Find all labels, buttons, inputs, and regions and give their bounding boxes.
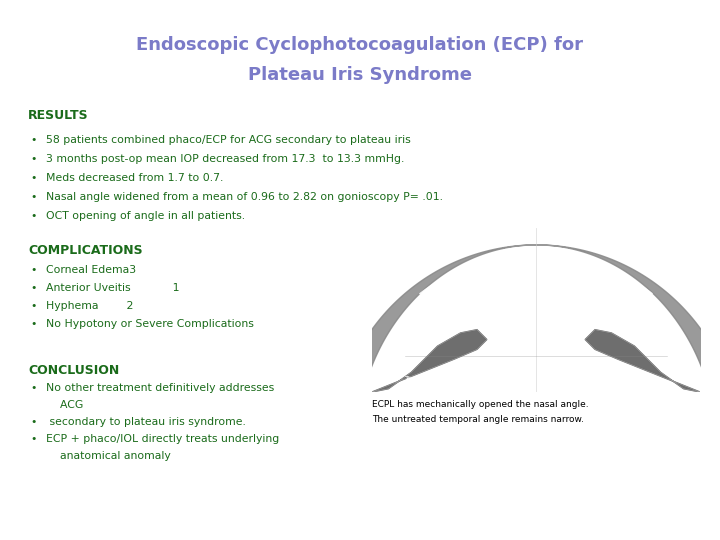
Text: OCT opening of angle in all patients.: OCT opening of angle in all patients. (46, 211, 245, 221)
Text: RESULTS: RESULTS (28, 109, 89, 122)
Text: The untreated temporal angle remains narrow.: The untreated temporal angle remains nar… (372, 415, 584, 424)
Text: ECP + phaco/IOL directly treats underlying: ECP + phaco/IOL directly treats underlyi… (46, 434, 279, 444)
Text: COMPLICATIONS: COMPLICATIONS (28, 244, 143, 256)
Text: •: • (30, 135, 37, 145)
Text: No other treatment definitively addresses: No other treatment definitively addresse… (46, 383, 274, 393)
Text: 3 months post-op mean IOP decreased from 17.3  to 13.3 mmHg.: 3 months post-op mean IOP decreased from… (46, 154, 405, 164)
Polygon shape (585, 330, 700, 392)
Text: Corneal Edema3: Corneal Edema3 (46, 265, 136, 275)
Text: Nasal Angle: Nasal Angle (620, 376, 662, 382)
Text: •: • (30, 173, 37, 183)
Text: Temporal Angle: Temporal Angle (404, 376, 458, 382)
Text: •: • (30, 301, 37, 311)
Text: Anterior Uveitis            1: Anterior Uveitis 1 (46, 283, 179, 293)
Text: Meds decreased from 1.7 to 0.7.: Meds decreased from 1.7 to 0.7. (46, 173, 223, 183)
Polygon shape (372, 330, 487, 392)
Text: Nasal angle widened from a mean of 0.96 to 2.82 on gonioscopy P= .01.: Nasal angle widened from a mean of 0.96 … (46, 192, 443, 202)
Text: •: • (30, 434, 37, 444)
Text: •: • (30, 265, 37, 275)
Text: •: • (30, 383, 37, 393)
Text: Plateau Iris Syndrome: Plateau Iris Syndrome (248, 66, 472, 84)
Text: 58 patients combined phaco/ECP for ACG secondary to plateau iris: 58 patients combined phaco/ECP for ACG s… (46, 135, 410, 145)
Text: •: • (30, 154, 37, 164)
Text: •: • (30, 192, 37, 202)
Text: Hyphema        2: Hyphema 2 (46, 301, 133, 311)
Text: ECPL has mechanically opened the nasal angle.: ECPL has mechanically opened the nasal a… (372, 400, 589, 409)
Text: •: • (30, 211, 37, 221)
Text: anatomical anomaly: anatomical anomaly (46, 451, 171, 461)
Text: •: • (30, 417, 37, 427)
Text: CONCLUSION: CONCLUSION (28, 363, 120, 376)
Text: Endoscopic Cyclophotocoagulation (ECP) for: Endoscopic Cyclophotocoagulation (ECP) f… (137, 36, 583, 54)
Text: •: • (30, 283, 37, 293)
Text: ACG: ACG (46, 400, 84, 410)
Text: •: • (30, 319, 37, 329)
Text: No Hypotony or Severe Complications: No Hypotony or Severe Complications (46, 319, 254, 329)
Text: secondary to plateau iris syndrome.: secondary to plateau iris syndrome. (46, 417, 246, 427)
